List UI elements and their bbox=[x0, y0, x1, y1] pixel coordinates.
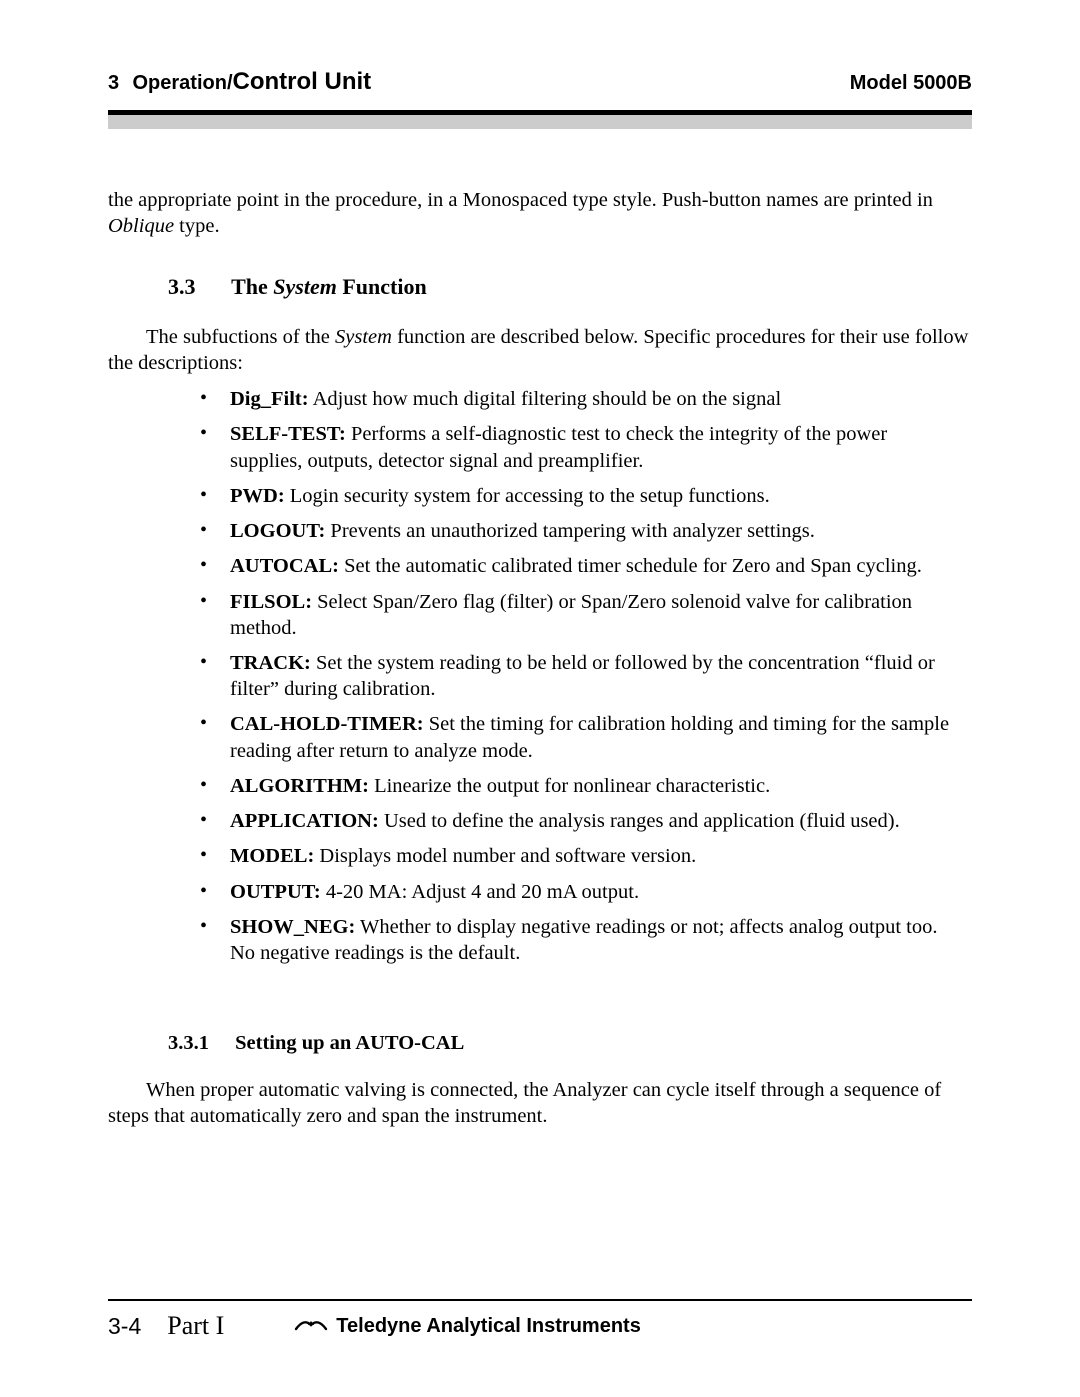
header-left: 3 Operation/Control Unit bbox=[108, 68, 371, 96]
chapter-number: 3 bbox=[108, 72, 119, 94]
list-item: CAL-HOLD-TIMER: Set the timing for calib… bbox=[200, 711, 952, 763]
function-term: APPLICATION: bbox=[230, 810, 379, 832]
lead-pre: the appropriate point in the procedure, … bbox=[108, 189, 933, 211]
function-term: ALGORITHM: bbox=[230, 775, 369, 797]
header-rule-gray bbox=[108, 115, 972, 129]
function-desc: Adjust how much digital filtering should… bbox=[309, 388, 782, 410]
function-desc: Set the system reading to be held or fol… bbox=[230, 652, 935, 700]
subsection-heading: 3.3.1 Setting up an AUTO-CAL bbox=[168, 1030, 972, 1056]
subsection-number: 3.3.1 bbox=[168, 1030, 230, 1056]
section-title-post: Function bbox=[337, 274, 427, 299]
function-desc: 4-20 MA: Adjust 4 and 20 mA output. bbox=[321, 881, 639, 903]
function-list: Dig_Filt: Adjust how much digital filter… bbox=[200, 386, 952, 966]
list-item: Dig_Filt: Adjust how much digital filter… bbox=[200, 386, 952, 412]
list-item: TRACK: Set the system reading to be held… bbox=[200, 650, 952, 702]
list-item: SHOW_NEG: Whether to display negative re… bbox=[200, 914, 952, 966]
list-item: FILSOL: Select Span/Zero flag (filter) o… bbox=[200, 589, 952, 641]
document-page: 3 Operation/Control Unit Model 5000B the… bbox=[0, 0, 1080, 1397]
section-number: 3.3 bbox=[168, 273, 226, 301]
function-desc: Select Span/Zero flag (filter) or Span/Z… bbox=[230, 591, 912, 639]
intro-italic: System bbox=[335, 326, 392, 348]
footer-rule bbox=[108, 1299, 972, 1302]
function-term: LOGOUT: bbox=[230, 520, 325, 542]
function-term: PWD: bbox=[230, 485, 285, 507]
list-item: LOGOUT: Prevents an unauthorized tamperi… bbox=[200, 518, 952, 544]
function-term: SELF-TEST: bbox=[230, 423, 346, 445]
chapter-title-bold: Control Unit bbox=[233, 68, 372, 95]
section-intro: The subfuctions of the System function a… bbox=[108, 324, 972, 376]
list-item: ALGORITHM: Linearize the output for nonl… bbox=[200, 773, 952, 799]
function-desc: Used to define the analysis ranges and a… bbox=[379, 810, 900, 832]
body-content: the appropriate point in the procedure, … bbox=[108, 129, 972, 1129]
lead-paragraph: the appropriate point in the procedure, … bbox=[108, 187, 972, 239]
footer-row: 3-4 Part I Teledyne Analytical Instrumen… bbox=[108, 1311, 972, 1341]
chapter-title-plain: Operation/ bbox=[132, 72, 232, 94]
list-item: SELF-TEST: Performs a self-diagnostic te… bbox=[200, 421, 952, 473]
intro-pre: The subfuctions of the bbox=[146, 326, 335, 348]
page-footer: 3-4 Part I Teledyne Analytical Instrumen… bbox=[108, 1299, 972, 1342]
function-desc: Set the automatic calibrated timer sched… bbox=[339, 555, 922, 577]
function-term: TRACK: bbox=[230, 652, 311, 674]
model-label: Model 5000B bbox=[850, 72, 972, 95]
list-item: MODEL: Displays model number and softwar… bbox=[200, 843, 952, 869]
lead-oblique: Oblique bbox=[108, 215, 174, 237]
list-item: AUTOCAL: Set the automatic calibrated ti… bbox=[200, 553, 952, 579]
function-term: CAL-HOLD-TIMER: bbox=[230, 713, 424, 735]
page-header: 3 Operation/Control Unit Model 5000B bbox=[108, 68, 972, 96]
section-title-pre: The bbox=[231, 274, 273, 299]
function-term: AUTOCAL: bbox=[230, 555, 339, 577]
function-term: Dig_Filt: bbox=[230, 388, 309, 410]
function-term: OUTPUT: bbox=[230, 881, 321, 903]
function-desc: Login security system for accessing to t… bbox=[285, 485, 770, 507]
function-desc: Linearize the output for nonlinear chara… bbox=[369, 775, 770, 797]
function-term: MODEL: bbox=[230, 845, 314, 867]
subsection-paragraph: When proper automatic valving is connect… bbox=[108, 1077, 972, 1129]
brand-logo-icon bbox=[294, 1316, 328, 1337]
list-item: OUTPUT: 4-20 MA: Adjust 4 and 20 mA outp… bbox=[200, 879, 952, 905]
function-desc: Displays model number and software versi… bbox=[314, 845, 696, 867]
section-heading: 3.3 The System Function bbox=[168, 273, 972, 301]
list-item: PWD: Login security system for accessing… bbox=[200, 483, 952, 509]
brand-name: Teledyne Analytical Instruments bbox=[336, 1315, 641, 1338]
function-desc: Prevents an unauthorized tampering with … bbox=[325, 520, 815, 542]
list-item: APPLICATION: Used to define the analysis… bbox=[200, 808, 952, 834]
function-term: SHOW_NEG: bbox=[230, 916, 355, 938]
subsection-title: Setting up an AUTO-CAL bbox=[235, 1032, 464, 1054]
part-label: Part I bbox=[167, 1311, 224, 1341]
function-term: FILSOL: bbox=[230, 591, 312, 613]
section-title-italic: System bbox=[273, 274, 337, 299]
page-number: 3-4 bbox=[108, 1313, 141, 1340]
lead-post: type. bbox=[174, 215, 220, 237]
